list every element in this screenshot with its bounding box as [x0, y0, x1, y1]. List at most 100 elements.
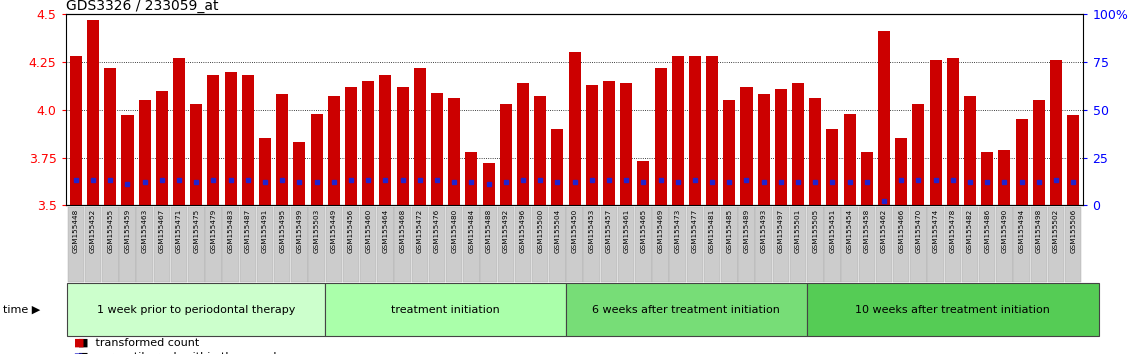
Text: GSM155494: GSM155494	[1019, 209, 1025, 253]
Bar	[517, 83, 529, 205]
Bar	[173, 58, 185, 205]
Bar	[741, 87, 752, 205]
Text: ■: ■	[74, 338, 84, 348]
Bar	[498, 207, 513, 282]
Bar	[844, 114, 856, 205]
Bar	[465, 152, 477, 205]
Text: 10 weeks after treatment initiation: 10 weeks after treatment initiation	[855, 305, 1051, 315]
Bar	[397, 87, 408, 205]
Bar	[154, 207, 170, 282]
Bar	[944, 207, 961, 282]
Bar	[1050, 60, 1062, 205]
Text: GSM155450: GSM155450	[571, 209, 578, 253]
Text: GSM155474: GSM155474	[933, 209, 939, 253]
Bar	[947, 58, 959, 205]
Bar	[139, 100, 150, 205]
Text: GSM155456: GSM155456	[348, 209, 354, 253]
Bar	[618, 207, 634, 282]
Bar	[532, 207, 549, 282]
Bar	[996, 207, 1012, 282]
Text: GSM155483: GSM155483	[227, 209, 234, 253]
Text: GSM155459: GSM155459	[124, 209, 130, 253]
Bar	[119, 207, 136, 282]
Text: GSM155493: GSM155493	[761, 209, 767, 253]
Bar	[670, 207, 687, 282]
Bar	[429, 207, 446, 282]
Bar	[188, 207, 205, 282]
Bar	[68, 283, 326, 336]
Bar	[653, 207, 668, 282]
Bar	[584, 207, 599, 282]
Text: GSM155464: GSM155464	[382, 209, 388, 253]
Bar	[70, 56, 81, 205]
Bar	[687, 207, 703, 282]
Text: GSM155499: GSM155499	[296, 209, 302, 253]
Text: GSM155486: GSM155486	[984, 209, 991, 253]
Bar	[85, 207, 102, 282]
Bar	[893, 207, 909, 282]
Bar	[156, 91, 167, 205]
Bar	[362, 81, 374, 205]
Text: GSM155496: GSM155496	[520, 209, 526, 253]
Text: GSM155504: GSM155504	[554, 209, 560, 253]
Bar	[446, 207, 463, 282]
Text: GSM155465: GSM155465	[640, 209, 646, 253]
Bar	[1047, 207, 1064, 282]
Bar	[636, 207, 651, 282]
Text: GSM155477: GSM155477	[692, 209, 698, 253]
Bar	[878, 32, 890, 205]
Text: GSM155490: GSM155490	[1001, 209, 1008, 253]
Bar	[706, 56, 718, 205]
Text: GSM155448: GSM155448	[72, 209, 79, 253]
Text: GSM155491: GSM155491	[262, 209, 268, 253]
Bar	[225, 72, 236, 205]
Text: GSM155500: GSM155500	[537, 209, 543, 253]
Text: GSM155471: GSM155471	[176, 209, 182, 253]
Bar	[930, 60, 942, 205]
Bar	[137, 207, 153, 282]
Text: GSM155478: GSM155478	[950, 209, 956, 253]
Bar	[620, 83, 632, 205]
Bar	[207, 75, 219, 205]
Text: GSM155484: GSM155484	[468, 209, 474, 253]
Text: GSM155498: GSM155498	[1036, 209, 1042, 253]
Text: 6 weeks after treatment initiation: 6 weeks after treatment initiation	[593, 305, 780, 315]
Bar	[982, 152, 993, 205]
Bar	[603, 81, 615, 205]
Bar	[412, 207, 428, 282]
Text: GSM155454: GSM155454	[847, 209, 853, 253]
Bar	[896, 138, 907, 205]
Bar	[259, 138, 271, 205]
Bar	[205, 207, 222, 282]
Bar	[87, 20, 100, 205]
Bar	[481, 207, 497, 282]
Bar	[309, 207, 325, 282]
Bar	[345, 87, 357, 205]
Bar	[242, 75, 253, 205]
Bar	[274, 207, 291, 282]
Text: GSM155462: GSM155462	[881, 209, 887, 253]
Bar	[875, 207, 892, 282]
Bar	[448, 98, 460, 205]
Bar	[722, 207, 737, 282]
Text: GSM155472: GSM155472	[417, 209, 423, 253]
Text: GSM155505: GSM155505	[812, 209, 818, 253]
Bar	[910, 207, 926, 282]
Text: GSM155502: GSM155502	[1053, 209, 1059, 253]
Text: GSM155451: GSM155451	[829, 209, 836, 253]
Bar	[927, 207, 944, 282]
Bar	[637, 161, 649, 205]
Text: GSM155489: GSM155489	[743, 209, 750, 253]
Bar	[827, 129, 838, 205]
Bar	[395, 207, 411, 282]
Text: GSM155466: GSM155466	[898, 209, 905, 253]
Bar	[655, 68, 666, 205]
Bar	[500, 104, 512, 205]
Bar	[824, 207, 840, 282]
Bar	[431, 92, 443, 205]
Text: GSM155455: GSM155455	[107, 209, 113, 253]
Text: GSM155460: GSM155460	[365, 209, 371, 253]
Bar	[276, 95, 288, 205]
Bar	[551, 129, 563, 205]
Bar	[68, 207, 84, 282]
